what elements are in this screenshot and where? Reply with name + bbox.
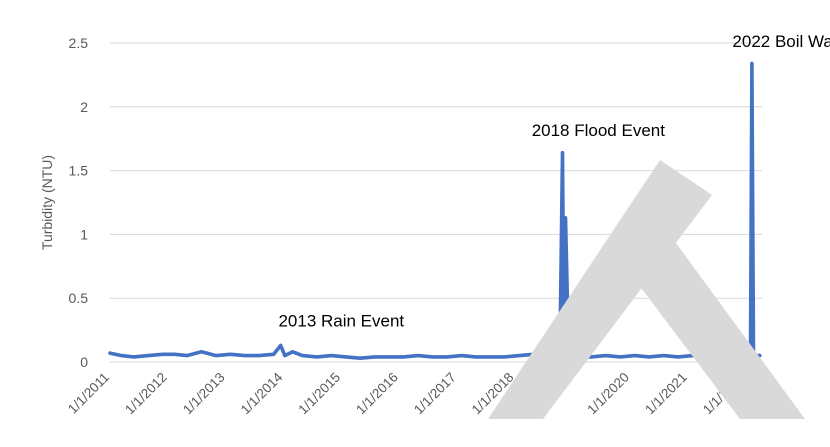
y-tick-label: 0 (80, 354, 88, 370)
data-point (109, 352, 111, 354)
data-point (677, 355, 680, 358)
data-point (518, 354, 521, 357)
data-point (215, 354, 217, 357)
annotation-label: 2022 Boil Water (732, 32, 830, 51)
data-point (200, 350, 203, 353)
data-point (561, 151, 564, 154)
data-point (417, 354, 419, 357)
y-axis-label: Turbidity (NTU) (39, 155, 55, 250)
data-point (229, 353, 232, 356)
y-tick-label: 0.5 (69, 290, 89, 306)
y-tick-label: 1 (80, 226, 88, 242)
data-point (301, 354, 304, 357)
data-point (147, 354, 150, 357)
data-point (662, 354, 665, 357)
x-tick-label: 1/1/2011 (65, 370, 112, 417)
data-point (132, 355, 135, 358)
x-tick-label: 1/1/2020 (584, 370, 632, 418)
data-point (758, 354, 761, 357)
data-point (431, 355, 434, 358)
x-tick-label: 1/1/2015 (295, 370, 343, 418)
x-axis-ticks: 1/1/2011 1/1/2012 1/1/2013 1/1/2014 1/1/2015… (65, 369, 748, 417)
annotation-label: 2013 Rain Event (278, 311, 404, 330)
x-tick-label: 1/1/2017 (411, 370, 459, 418)
data-point (359, 357, 361, 360)
data-point (161, 353, 164, 356)
data-point (283, 354, 286, 357)
data-point (604, 354, 607, 357)
data-point (330, 354, 333, 357)
data-point (503, 355, 506, 358)
data-point (388, 355, 391, 358)
annotations: 2013 Rain Event 2018 Flood Event 2022 Boil… (278, 32, 830, 330)
x-tick-label: 1/1/2012 (122, 370, 170, 418)
data-point (474, 355, 477, 358)
data-point (402, 355, 405, 358)
y-tick-label: 2 (80, 99, 88, 115)
data-point (590, 355, 593, 358)
data-point (619, 355, 622, 358)
gridlines (110, 42, 762, 363)
data-point (120, 354, 123, 357)
data-point (315, 355, 318, 358)
x-tick-label: 1/1/2016 (353, 370, 401, 418)
data-point (489, 355, 492, 358)
watermark-bar-left (488, 160, 712, 419)
watermark-bar-right (620, 228, 805, 419)
data-point (648, 355, 650, 358)
data-point (185, 354, 188, 357)
y-axis-ticks: 0 0.5 1 1.5 2 2.5 (69, 35, 89, 370)
data-point (279, 344, 282, 347)
data-point (750, 62, 753, 65)
data-point (345, 355, 347, 358)
annotation-label: 2018 Flood Event (532, 121, 666, 140)
data-point (258, 354, 261, 357)
data-point (446, 355, 448, 358)
x-tick-label: 1/1/2014 (238, 369, 286, 417)
y-tick-label: 2.5 (69, 35, 89, 51)
data-point (564, 216, 567, 219)
x-tick-label: 1/1/2021 (642, 370, 690, 418)
data-point (291, 350, 294, 353)
x-tick-label: 1/1/2013 (180, 370, 228, 418)
watermark (488, 160, 805, 419)
y-tick-label: 1.5 (69, 163, 89, 179)
data-point (373, 355, 376, 358)
data-point (243, 354, 246, 357)
data-point (633, 354, 636, 357)
data-point (460, 354, 463, 357)
data-point (272, 353, 275, 356)
data-point (173, 353, 176, 356)
